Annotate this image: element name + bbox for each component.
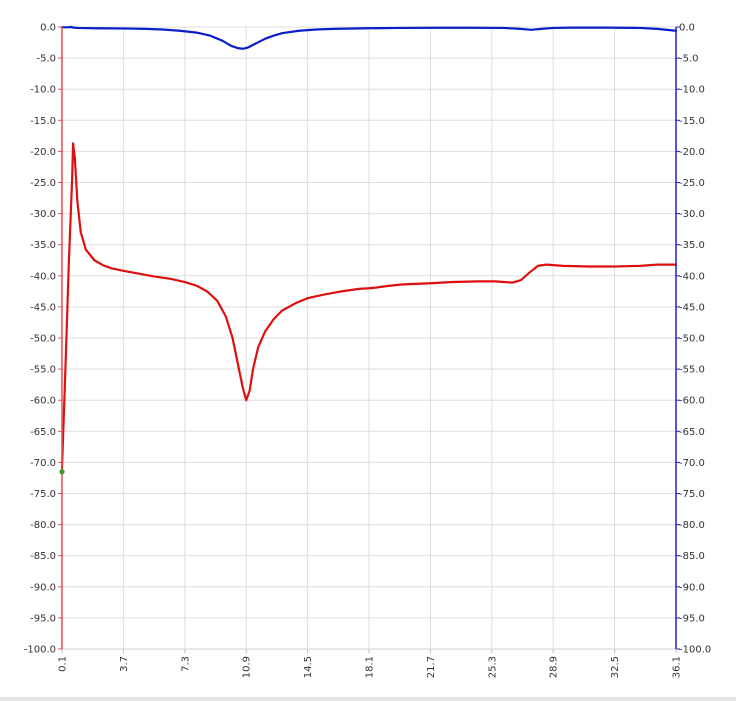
x-axis: 0.1 3.7 7.3 10.9 14.5 18.1 21.7 25.3 28.9 32.5 36.…	[58, 648, 683, 678]
right-tick-label: -100.0	[679, 645, 711, 656]
right-tick-label: -5.0	[679, 54, 699, 65]
right-tick-label: -90.0	[679, 582, 705, 593]
left-tick-label: -95.0	[30, 613, 56, 624]
left-tick-label: -100.0	[24, 645, 56, 656]
right-tick-label: -45.0	[679, 302, 705, 313]
red-series-line	[60, 142, 678, 470]
left-tick-label: -80.0	[30, 520, 56, 531]
left-tick-label: -40.0	[30, 271, 56, 282]
left-tick-label: -30.0	[30, 209, 56, 220]
left-tick-label: 0.0	[40, 23, 56, 34]
right-tick-label: 0.0	[679, 23, 695, 34]
left-tick-label: -45.0	[30, 302, 56, 313]
right-tick-label: -25.0	[679, 178, 705, 189]
x-tick-label: 0.1	[58, 656, 69, 672]
left-tick-label: -60.0	[30, 396, 56, 407]
left-y-axis: 0.0 -5.0 -10.0 -15.0 -20.0 -25.0 -30.0 -35.0 -40…	[24, 23, 62, 656]
start-marker	[59, 469, 65, 475]
right-tick-label: -30.0	[679, 209, 705, 220]
right-tick-label: -70.0	[679, 458, 705, 469]
right-tick-label: -50.0	[679, 334, 705, 345]
left-tick-label: -70.0	[30, 458, 56, 469]
left-tick-label: -20.0	[30, 147, 56, 158]
left-tick-label: -65.0	[30, 427, 56, 438]
x-tick-label: 7.3	[180, 656, 191, 672]
right-tick-label: -40.0	[679, 271, 705, 282]
x-tick-label: 14.5	[303, 656, 314, 678]
right-tick-label: -20.0	[679, 147, 705, 158]
right-tick-label: -80.0	[679, 520, 705, 531]
left-tick-label: -90.0	[30, 582, 56, 593]
x-tick-label: 10.9	[242, 656, 253, 678]
x-tick-label: 25.3	[487, 656, 498, 678]
gridlines	[61, 26, 677, 650]
series-group	[60, 25, 678, 470]
left-tick-label: -5.0	[36, 54, 56, 65]
right-tick-label: -95.0	[679, 613, 705, 624]
left-tick-label: -25.0	[30, 178, 56, 189]
right-y-axis: 0.0 -5.0 -10.0 -15.0 -20.0 -25.0 -30.0 -35.0 -40…	[676, 23, 711, 656]
right-tick-label: -35.0	[679, 240, 705, 251]
x-tick-label: 18.1	[365, 656, 376, 678]
right-tick-label: -75.0	[679, 489, 705, 500]
x-tick-label: 28.9	[549, 656, 560, 678]
left-tick-label: -15.0	[30, 116, 56, 127]
right-tick-label: -55.0	[679, 365, 705, 376]
x-tick-label: 3.7	[119, 656, 130, 672]
left-tick-label: -85.0	[30, 551, 56, 562]
left-tick-label: -55.0	[30, 365, 56, 376]
left-tick-label: -35.0	[30, 240, 56, 251]
right-tick-label: -10.0	[679, 85, 705, 96]
right-tick-label: -15.0	[679, 116, 705, 127]
left-tick-label: -75.0	[30, 489, 56, 500]
x-tick-label: 21.7	[426, 656, 437, 678]
x-tick-label: 32.5	[610, 656, 621, 678]
bottom-strip	[0, 697, 736, 701]
right-tick-label: -85.0	[679, 551, 705, 562]
left-tick-label: -10.0	[30, 85, 56, 96]
blue-series-line	[60, 25, 678, 50]
right-tick-label: -65.0	[679, 427, 705, 438]
x-tick-label: 36.1	[672, 656, 683, 678]
left-tick-label: -50.0	[30, 334, 56, 345]
right-tick-label: -60.0	[679, 396, 705, 407]
